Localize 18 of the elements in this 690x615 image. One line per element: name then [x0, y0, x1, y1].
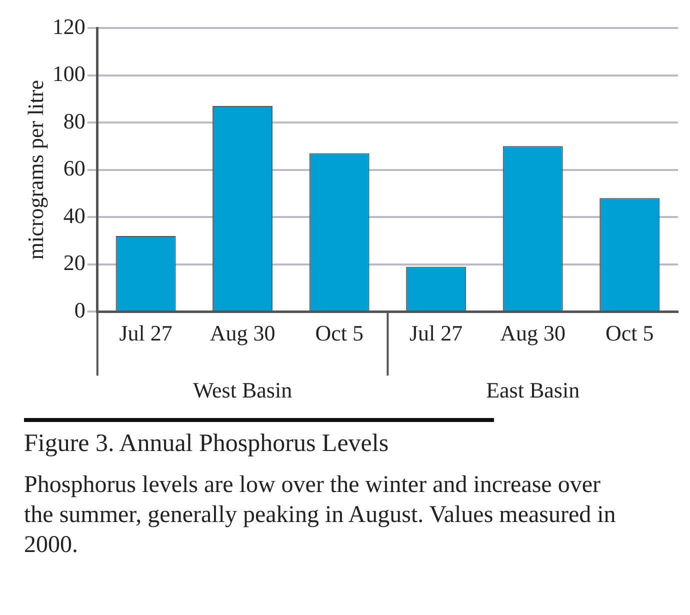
- x-tick-label: Oct 5: [315, 320, 364, 346]
- y-tick-label: 120: [52, 14, 86, 39]
- y-axis-title: micrograms per litre: [22, 80, 48, 260]
- y-tick-label: 60: [63, 156, 86, 181]
- y-tick-label: 40: [63, 202, 86, 228]
- text: West Basin: [193, 377, 292, 402]
- y-tick-label: 80: [63, 108, 86, 134]
- x-tick-label: Oct 5: [605, 320, 654, 346]
- text: East Basin: [486, 377, 580, 402]
- x-tick-label: Jul 27: [119, 320, 172, 346]
- x-tick-label: Jul 27: [409, 320, 463, 346]
- x-tick-label: Aug 30: [210, 320, 276, 346]
- y-tick-label: 0: [74, 297, 86, 322]
- x-tick-label: Aug 30: [500, 320, 566, 346]
- y-tick-label: 100: [52, 61, 86, 86]
- y-tick-label: 20: [63, 250, 86, 276]
- text: Phosphorus levels are low over the winter and increase over the summer, generally peaking in August. Values measured in 2000.: [24, 471, 617, 560]
- text: Figure 3. Annual Phosphorus Levels: [24, 430, 390, 458]
